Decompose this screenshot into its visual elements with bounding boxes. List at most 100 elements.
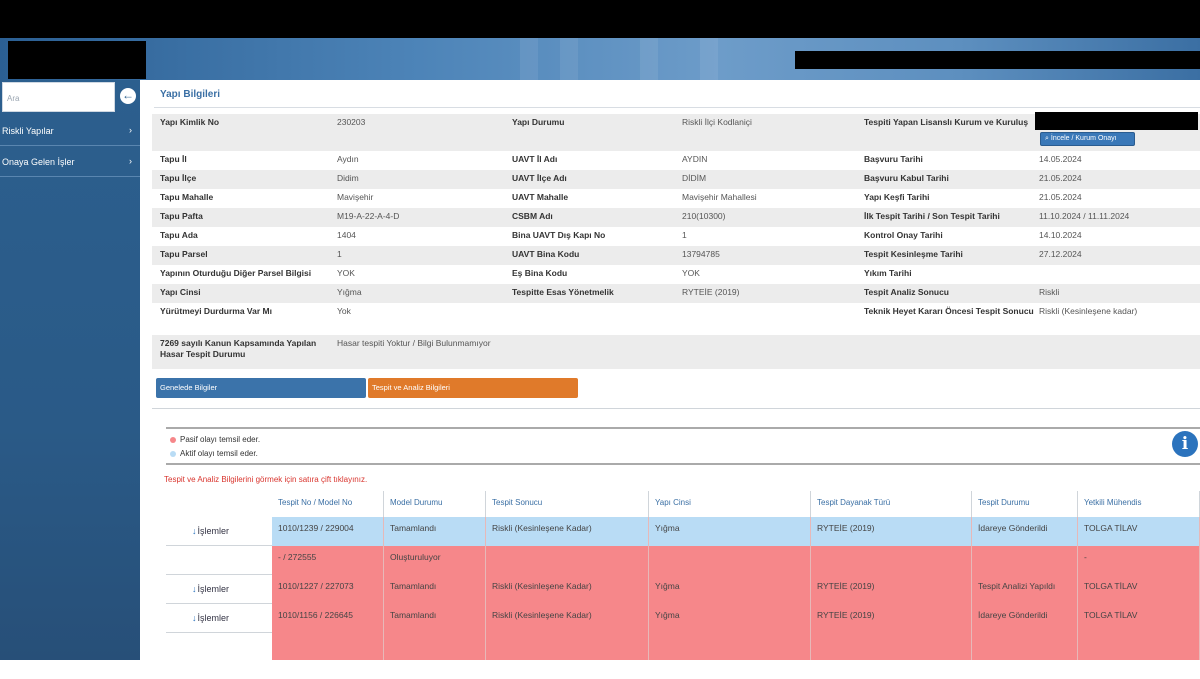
detail-label: Teknik Heyet Kararı Öncesi Tespit Sonucu <box>864 306 1034 316</box>
row-actions-button[interactable]: ↓İşlemler <box>166 575 272 604</box>
table-cell: - <box>1078 546 1200 575</box>
detail-value: Riskli İlçi Kodlaniçi <box>682 117 752 127</box>
detail-value: YOK <box>682 268 700 278</box>
table-cell: TOLGA TİLAV <box>1078 604 1200 660</box>
row-actions-label: İşlemler <box>197 526 230 536</box>
table-row[interactable]: - / 272555 Oluşturuluyor - <box>272 546 1200 575</box>
table-cell: 1010/1227 / 227073 <box>272 575 384 604</box>
blue-dot-icon <box>170 450 176 457</box>
detail-row: Tapu İlçe Didim UAVT İlçe Adı DİDİM Başvuru … <box>152 170 1200 189</box>
table-cell: Riskli (Kesinleşene Kadar) <box>486 604 649 660</box>
detail-value: 27.12.2024 <box>1039 249 1082 259</box>
tab-analysis-info[interactable]: Tespit ve Analiz Bilgileri <box>368 378 578 398</box>
table-header[interactable]: Yapı Cinsi <box>649 491 811 517</box>
detail-row: Tapu Ada 1404 Bina UAVT Dış Kapı No 1 Kontro… <box>152 227 1200 246</box>
table-row[interactable]: 1010/1239 / 229004 Tamamlandı Riskli (Kesi… <box>272 517 1200 546</box>
detail-label: Tespitte Esas Yönetmelik <box>512 287 614 297</box>
row-actions-button[interactable] <box>166 546 272 575</box>
detail-value: YOK <box>337 268 355 278</box>
tab-general-info[interactable]: Genelede Bilgiler <box>156 378 366 398</box>
detail-value: Riskli (Kesinleşene kadar) <box>1039 306 1138 316</box>
detail-row: Yürütmeyi Durdurma Var Mı Yok Teknik Heyet… <box>152 303 1200 335</box>
detail-value: 1 <box>337 249 342 259</box>
detail-row: Yapının Oturduğu Diğer Parsel Bilgisi YOK… <box>152 265 1200 284</box>
detail-label: Bina UAVT Dış Kapı No <box>512 230 606 240</box>
detail-label: Başvuru Kabul Tarihi <box>864 173 949 183</box>
detail-value: 21.05.2024 <box>1039 173 1082 183</box>
redacted-institution <box>1035 112 1198 130</box>
row-actions-label: İşlemler <box>197 584 230 594</box>
detail-label: Yapı Keşfi Tarihi <box>864 192 930 202</box>
table-cell: TOLGA TİLAV <box>1078 575 1200 604</box>
detail-label: Tespit Kesinleşme Tarihi <box>864 249 963 259</box>
detail-value: 14.10.2024 <box>1039 230 1082 240</box>
detail-row: 7269 sayılı Kanun Kapsamında Yapılan Has… <box>152 335 1200 369</box>
table-header[interactable]: Yetkili Mühendis <box>1078 491 1200 517</box>
detail-value: 210(10300) <box>682 211 726 221</box>
table-cell <box>972 546 1078 575</box>
table-header[interactable]: Model Durumu <box>384 491 486 517</box>
info-icon[interactable]: i <box>1172 431 1198 457</box>
detail-value: 21.05.2024 <box>1039 192 1082 202</box>
sidebar-item-riskli-yapilar[interactable]: Riskli Yapılar › <box>0 116 140 146</box>
table-cell: Tamamlandı <box>384 575 486 604</box>
table-cell: TOLGA TİLAV <box>1078 517 1200 546</box>
sidebar-collapse-icon[interactable]: ← <box>118 86 138 106</box>
chevron-right-icon: › <box>129 156 132 166</box>
page-title: Yapı Bilgileri <box>160 89 221 100</box>
detail-label: Tapu Mahalle <box>160 192 214 202</box>
detail-value: DİDİM <box>682 173 707 183</box>
detail-value: Mavişehir <box>337 192 374 202</box>
arrow-down-icon: ↓ <box>192 526 197 536</box>
legend-active-label: Aktif olayı temsil eder. <box>180 449 258 458</box>
table-cell: Tamamlandı <box>384 517 486 546</box>
detail-label: Yapının Oturduğu Diğer Parsel Bilgisi <box>160 268 312 278</box>
arrow-down-icon: ↓ <box>192 584 197 594</box>
detail-label: Yapı Cinsi <box>160 287 201 297</box>
table-row[interactable]: 1010/1156 / 226645 Tamamlandı Riskli (Kesi… <box>272 604 1200 660</box>
table-row[interactable]: 1010/1227 / 227073 Tamamlandı Riskli (Kesi… <box>272 575 1200 604</box>
table-cell: Oluşturuluyor <box>384 546 486 575</box>
detail-row: Tapu İl Aydın UAVT İl Adı AYDIN Başvuru Tari… <box>152 151 1200 170</box>
table-cell: 1010/1239 / 229004 <box>272 517 384 546</box>
detail-label: Tapu Parsel <box>160 249 208 259</box>
table-note: Tespit ve Analiz Bilgilerini görmek için… <box>164 475 368 484</box>
row-actions-button[interactable]: ↓İşlemler <box>166 517 272 546</box>
sidebar-search-input[interactable]: Ara <box>2 82 115 112</box>
table-header[interactable]: Tespit No / Model No <box>272 491 384 517</box>
detail-row: Yapı Cinsi Yığma Tespitte Esas Yönetmelik R… <box>152 284 1200 303</box>
table-cell: Riskli (Kesinleşene Kadar) <box>486 517 649 546</box>
red-dot-icon <box>170 436 176 443</box>
detail-row: Tapu Parsel 1 UAVT Bina Kodu 13794785 Tespit… <box>152 246 1200 265</box>
detail-label: 7269 sayılı Kanun Kapsamında Yapılan Has… <box>160 338 317 359</box>
detail-value: Yok <box>337 306 351 316</box>
detail-label: Tapu İlçe <box>160 173 197 183</box>
sidebar-item-onaya-gelen-isler[interactable]: Onaya Gelen İşler › <box>0 147 140 177</box>
detail-label: Yapı Kimlik No <box>160 117 220 127</box>
detail-label: Tapu Ada <box>160 230 198 240</box>
table-cell <box>486 546 649 575</box>
view-institution-label: İncele / Kurum Onayı <box>1050 135 1117 142</box>
detail-row: Tapu Pafta M19-A-22-A-4-D CSBM Adı 210(1030… <box>152 208 1200 227</box>
detail-value: Hasar tespiti Yoktur / Bilgi Bulunmamıyo… <box>337 338 491 348</box>
detail-label: Tespit Analiz Sonucu <box>864 287 950 297</box>
detail-label: Tespiti Yapan Lisanslı Kurum ve Kuruluş <box>864 117 1029 127</box>
detail-row: Yapı Kimlik No 230203 Yapı Durumu Riskli İl… <box>152 114 1200 151</box>
table-header[interactable]: Tespit Sonucu <box>486 491 649 517</box>
detail-value: 14.05.2024 <box>1039 154 1082 164</box>
row-actions-button[interactable]: ↓İşlemler <box>166 604 272 633</box>
detail-label: Başvuru Tarihi <box>864 154 923 164</box>
view-institution-button[interactable]: ⌕ İncele / Kurum Onayı <box>1040 132 1135 146</box>
table-header[interactable]: Tespit Durumu <box>972 491 1078 517</box>
detail-value: Aydın <box>337 154 359 164</box>
legend-passive-label: Pasif olayı temsil eder. <box>180 435 261 444</box>
detail-value: AYDIN <box>682 154 708 164</box>
table-cell <box>649 546 811 575</box>
table-header[interactable]: Tespit Dayanak Türü <box>811 491 972 517</box>
detail-label: Yürütmeyi Durdurma Var Mı <box>160 306 272 316</box>
detail-value: RYTEİE (2019) <box>682 287 740 297</box>
detail-label: İlk Tespit Tarihi / Son Tespit Tarihi <box>864 211 1000 221</box>
chevron-right-icon: › <box>129 125 132 135</box>
detail-value: 11.10.2024 / 11.11.2024 <box>1039 211 1130 221</box>
table-cell: 1010/1156 / 226645 <box>272 604 384 660</box>
